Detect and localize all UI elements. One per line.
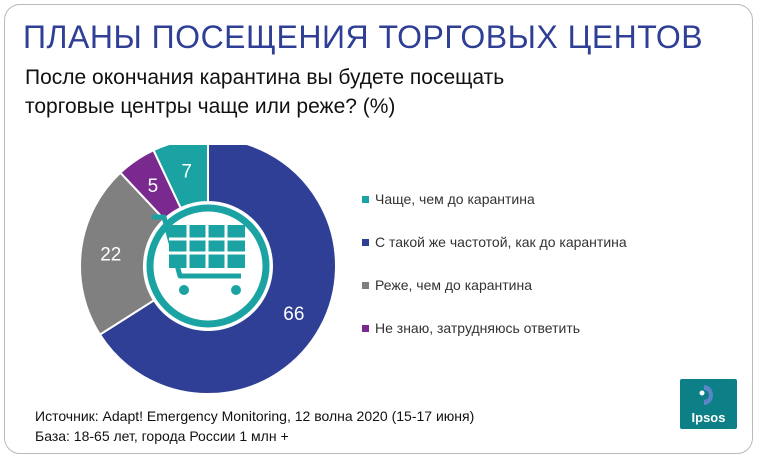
- page-title: ПЛАНЫ ПОСЕЩЕНИЯ ТОРГОВЫХ ЦЕНТОВ: [23, 19, 704, 55]
- legend-item: Не знаю, затрудняюсь ответить: [362, 320, 627, 363]
- data-label: 66: [283, 304, 304, 325]
- legend-label: Реже, чем до карантина: [375, 277, 532, 293]
- base-line: База: 18-65 лет, города России 1 млн +: [35, 428, 289, 444]
- legend-swatch: [362, 325, 369, 332]
- shopping-cart-icon: [146, 204, 270, 328]
- legend-item: С такой же частотой, как до карантина: [362, 234, 627, 277]
- donut-chart: 66 22 5 7: [79, 145, 337, 395]
- legend-item: Чаще, чем до карантина: [362, 191, 627, 234]
- logo-emblem-icon: [699, 385, 713, 405]
- source-note: Источник: Adapt! Emergency Monitoring, 1…: [35, 406, 474, 446]
- legend-swatch: [362, 239, 369, 246]
- legend-label: С такой же частотой, как до карантина: [375, 234, 627, 250]
- data-label: 22: [100, 245, 121, 266]
- chart-legend: Чаще, чем до карантина С такой же частото…: [362, 191, 627, 363]
- donut-slice: [79, 171, 166, 336]
- chart-subtitle: После окончания карантина вы будете посе…: [25, 66, 505, 118]
- legend-label: Чаще, чем до карантина: [375, 191, 535, 207]
- donut-slice: [152, 145, 209, 210]
- legend-item: Реже, чем до карантина: [362, 277, 627, 320]
- legend-swatch: [362, 282, 369, 289]
- chart-card: ПЛАНЫ ПОСЕЩЕНИЯ ТОРГОВЫХ ЦЕНТОВ После ок…: [4, 4, 753, 454]
- donut-slice: [98, 145, 337, 395]
- logo-text: Ipsos: [691, 410, 726, 425]
- legend-label: Не знаю, затрудняюсь ответить: [375, 320, 581, 336]
- ipsos-logo: Ipsos: [680, 379, 737, 429]
- data-label: 7: [181, 161, 192, 182]
- source-line: Источник: Adapt! Emergency Monitoring, 1…: [35, 408, 475, 424]
- data-label: 5: [148, 176, 159, 197]
- legend-swatch: [362, 196, 369, 203]
